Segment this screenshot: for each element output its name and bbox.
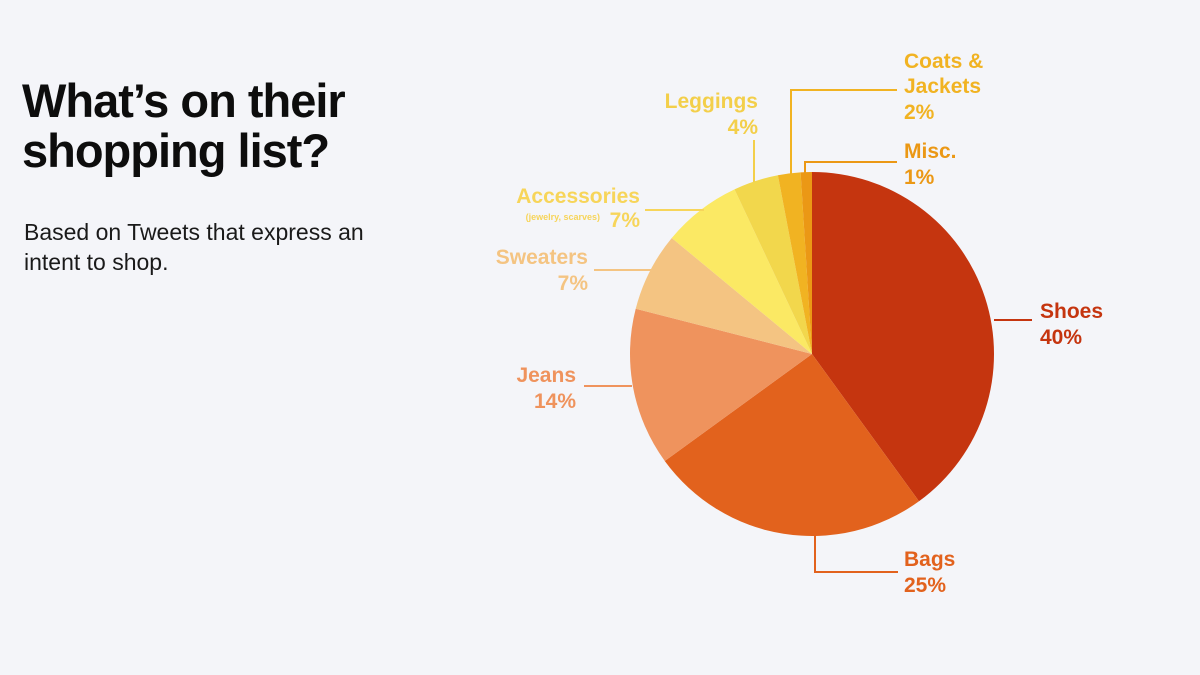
label-jeans: Jeans: [516, 364, 576, 387]
slice-accessories: [671, 189, 812, 354]
slice-labels: Shoes40%Bags25%Jeans14%Sweaters7%Accesso…: [496, 50, 1103, 597]
label-coats-jackets: Coats &: [904, 50, 983, 73]
value-label-accessories: 7%: [610, 209, 641, 232]
value-label-jeans: 14%: [534, 390, 576, 413]
label-coats-jackets: Jackets: [904, 75, 981, 98]
label-sweaters: Sweaters: [496, 246, 588, 269]
slice-coats-jackets: [777, 172, 812, 354]
chart-subtitle: Based on Tweets that express an intent t…: [24, 219, 364, 275]
pie-slices: [629, 172, 994, 536]
label-misc: Misc.: [904, 140, 957, 163]
leader-line-bags: [814, 535, 898, 573]
slice-bags: [664, 354, 919, 536]
value-label-misc: 1%: [904, 166, 935, 189]
slice-sweaters: [635, 237, 812, 354]
value-label-bags: 25%: [904, 574, 946, 597]
value-label-shoes: 40%: [1040, 326, 1082, 349]
leader-line-coats-jackets: [790, 89, 897, 176]
leader-line-misc: [804, 161, 897, 173]
label-bags: Bags: [904, 548, 955, 571]
label-accessories: Accessories: [516, 185, 640, 208]
chart-title: What’s on their shopping list?: [22, 74, 346, 177]
note-accessories: (jewelry, scarves): [526, 212, 600, 222]
value-label-leggings: 4%: [728, 116, 759, 139]
label-shoes: Shoes: [1040, 300, 1103, 323]
slice-shoes: [812, 172, 994, 502]
value-label-sweaters: 7%: [558, 272, 589, 295]
value-label-coats-jackets: 2%: [904, 101, 935, 124]
label-leggings: Leggings: [665, 90, 758, 113]
slice-jeans: [629, 308, 812, 461]
slice-leggings: [734, 175, 812, 354]
slice-misc: [800, 172, 812, 354]
leader-lines: [584, 89, 1032, 573]
